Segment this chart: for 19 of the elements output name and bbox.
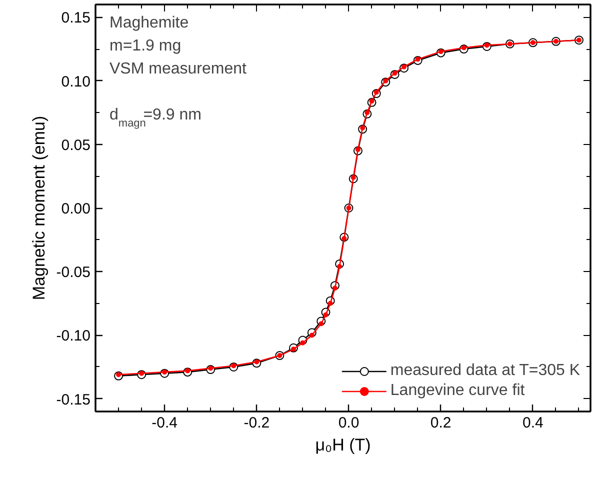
x-tick-label: 0.2 (430, 414, 452, 432)
y-tick-label: 0.05 (61, 136, 91, 154)
x-axis-title: μ₀H (T) (315, 436, 371, 454)
legend-label: Langevine curve fit (390, 382, 525, 400)
annotation: VSM measurement (110, 60, 247, 78)
annotation: Maghemite (110, 14, 189, 32)
x-tick-label: 0.0 (338, 414, 360, 432)
y-tick-label: -0.15 (56, 391, 91, 408)
x-tick-label: -0.2 (244, 414, 270, 432)
x-tick-label: -0.4 (152, 414, 178, 432)
legend-label: measured data at T=305 K (390, 362, 580, 380)
x-tick-label: 0.4 (522, 414, 544, 432)
y-tick-label: -0.10 (56, 328, 91, 345)
annotation: m=1.9 mg (110, 38, 182, 54)
y-tick-label: 0.10 (61, 73, 91, 90)
y-tick-label: 0.00 (61, 200, 91, 218)
y-tick-label: -0.05 (56, 264, 91, 282)
y-tick-label: 0.15 (61, 10, 91, 27)
y-axis-title: Magnetic moment (emu) (29, 116, 48, 300)
